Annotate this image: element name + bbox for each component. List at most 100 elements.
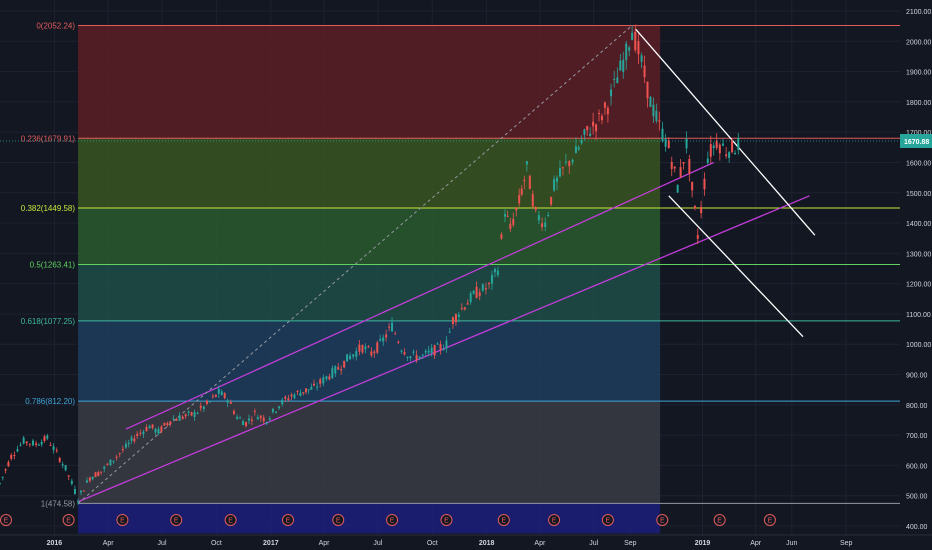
candle-body bbox=[290, 394, 293, 397]
earnings-marker[interactable] bbox=[116, 514, 129, 526]
fib-zone bbox=[78, 401, 661, 504]
candle-body bbox=[322, 377, 325, 384]
candle-body bbox=[457, 314, 460, 318]
earnings-marker[interactable] bbox=[497, 514, 510, 526]
current-price-tag[interactable] bbox=[900, 133, 932, 148]
trend_channel-line[interactable] bbox=[668, 195, 804, 338]
candle-body bbox=[259, 415, 262, 419]
candle-body bbox=[643, 65, 646, 78]
candle-body bbox=[157, 428, 160, 434]
candle-body bbox=[139, 432, 142, 434]
candle-body bbox=[154, 428, 157, 433]
candle-body bbox=[696, 234, 699, 239]
candle-body bbox=[531, 194, 534, 207]
earnings-marker[interactable] bbox=[281, 514, 294, 526]
parallel_channel-line[interactable] bbox=[125, 161, 715, 430]
candle-body bbox=[10, 455, 13, 459]
candle-body bbox=[478, 292, 481, 297]
candle-body bbox=[302, 392, 305, 394]
candle-body bbox=[525, 161, 528, 165]
time-tick-label: Jun bbox=[786, 540, 797, 547]
trend_channel-line[interactable] bbox=[635, 28, 816, 236]
candle-body bbox=[364, 346, 367, 350]
earnings-marker-label: E bbox=[660, 518, 665, 525]
candle-body bbox=[7, 461, 10, 467]
candle-body bbox=[577, 147, 580, 150]
earnings-marker[interactable] bbox=[332, 514, 345, 526]
candle-body bbox=[412, 351, 415, 353]
candle-body bbox=[28, 443, 31, 445]
price-tick-label: 2100.00 bbox=[906, 9, 931, 16]
time-tick-label: 2018 bbox=[479, 540, 495, 547]
candle-body bbox=[625, 43, 628, 61]
candle-body bbox=[606, 107, 609, 115]
candle-body bbox=[728, 152, 731, 158]
candle-body bbox=[382, 337, 385, 342]
candle-body bbox=[229, 402, 232, 404]
candle-body bbox=[463, 307, 466, 310]
candle-body bbox=[682, 162, 685, 164]
fibonacci-retracement[interactable]: 0(2052.24) 0.236(1679.91) 0.382(1449.58) 0.… bbox=[21, 21, 900, 534]
candle-body bbox=[600, 115, 603, 121]
earnings-marker[interactable] bbox=[763, 514, 776, 526]
fib-level-label: 0(2052.24) bbox=[36, 21, 75, 30]
price-tick-label: 2000.00 bbox=[906, 39, 931, 46]
earnings-marker[interactable] bbox=[0, 514, 12, 526]
candle-body bbox=[250, 419, 253, 422]
earnings-marker-label: E bbox=[444, 518, 449, 525]
time-tick-label: 2017 bbox=[263, 540, 279, 547]
fib-level-label: 0.786(812.20) bbox=[25, 397, 75, 406]
candle-body bbox=[316, 386, 319, 388]
candle-body bbox=[613, 78, 616, 80]
candle-body bbox=[403, 352, 406, 355]
earnings-marker[interactable] bbox=[713, 514, 726, 526]
candle-body bbox=[451, 317, 454, 325]
earnings-marker[interactable] bbox=[656, 514, 669, 526]
candle-body bbox=[693, 206, 696, 209]
candle-body bbox=[223, 393, 226, 399]
candle-body bbox=[67, 475, 70, 477]
candle-body bbox=[373, 351, 376, 353]
candle-body bbox=[112, 460, 115, 462]
earnings-marker[interactable] bbox=[386, 514, 399, 526]
candle-body bbox=[25, 441, 28, 444]
candle-body bbox=[649, 96, 652, 107]
candle-body bbox=[379, 338, 382, 341]
candle-body bbox=[46, 435, 49, 439]
candle-body bbox=[115, 456, 118, 458]
candle-body bbox=[409, 356, 412, 359]
candle-body bbox=[355, 351, 358, 357]
candle-body bbox=[337, 367, 340, 370]
earnings-marker[interactable] bbox=[601, 514, 614, 526]
candle-body bbox=[166, 423, 169, 426]
price-axis-bg bbox=[900, 0, 932, 550]
earnings-marker[interactable] bbox=[440, 514, 453, 526]
candle-body bbox=[52, 446, 55, 450]
fib-level-label: 1(474.58) bbox=[41, 499, 76, 508]
candle-body bbox=[610, 89, 613, 97]
candle-body bbox=[268, 418, 271, 420]
earnings-marker-label: E bbox=[4, 518, 9, 525]
candle-body bbox=[1, 476, 4, 478]
candle-body bbox=[49, 444, 52, 446]
candle-body bbox=[469, 293, 472, 303]
time-axis[interactable]: 2016 Apr Jul Oct 2017 Apr Jul Oct 2018 Apr Jul Sep 2… bbox=[0, 534, 932, 547]
candle-body bbox=[142, 431, 145, 435]
candle-body bbox=[442, 348, 445, 351]
earnings-marker-label: E bbox=[66, 518, 71, 525]
candle-body bbox=[133, 438, 136, 442]
earnings-marker[interactable] bbox=[170, 514, 183, 526]
candle-body bbox=[287, 398, 290, 401]
candle-body bbox=[64, 465, 67, 471]
candle-body bbox=[328, 376, 331, 380]
candle-body bbox=[370, 351, 373, 356]
candle-body bbox=[145, 427, 148, 432]
candle-body bbox=[35, 443, 38, 445]
earnings-marker[interactable] bbox=[62, 514, 75, 526]
earnings-marker[interactable] bbox=[224, 514, 237, 526]
earnings-marker[interactable] bbox=[548, 514, 561, 526]
candle-body bbox=[334, 366, 337, 374]
